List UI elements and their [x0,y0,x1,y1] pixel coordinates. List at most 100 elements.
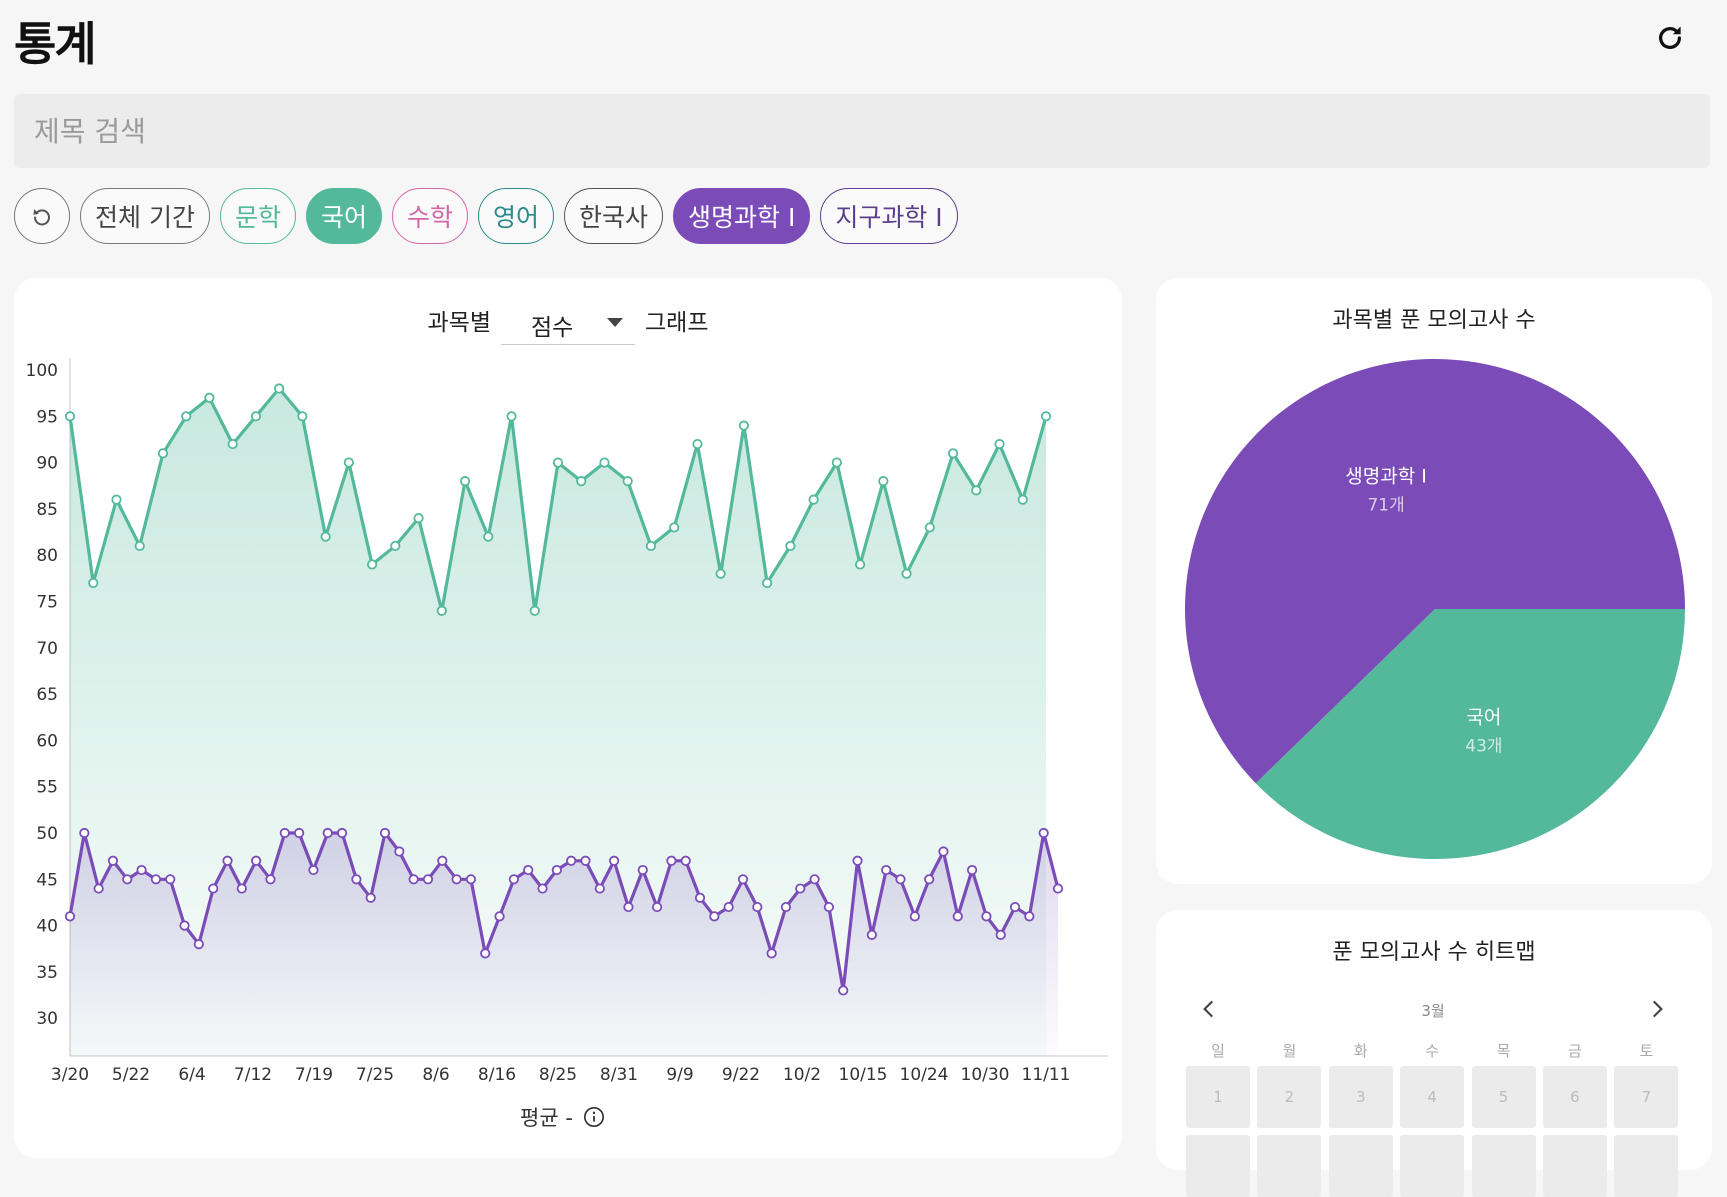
data-point[interactable] [680,855,691,866]
data-point[interactable] [971,485,982,496]
data-point[interactable] [279,827,290,839]
data-point[interactable] [723,901,734,913]
data-point[interactable] [669,522,680,533]
data-point[interactable] [222,855,233,866]
data-point[interactable] [838,985,849,996]
data-point[interactable] [599,457,610,468]
data-point[interactable] [506,411,517,422]
data-point[interactable] [93,883,104,894]
data-point[interactable] [709,911,720,922]
data-point[interactable] [854,559,866,570]
data-point[interactable] [566,855,577,866]
filter-chip-korean-history[interactable]: 한국사 [564,188,664,244]
filter-chip-math[interactable]: 수학 [391,188,468,244]
data-point[interactable] [637,864,648,876]
data-point[interactable] [994,438,1005,450]
data-point[interactable] [766,948,777,959]
data-point[interactable] [179,920,190,931]
heatmap-day-cell[interactable]: 5 [1471,1066,1536,1128]
data-point[interactable] [852,855,863,866]
data-point[interactable] [645,540,657,552]
data-point[interactable] [1017,494,1028,505]
data-point[interactable] [308,864,319,876]
data-point[interactable] [552,457,564,468]
data-point[interactable] [966,864,978,876]
chevron-left-icon[interactable] [1196,996,1222,1022]
heatmap-day-cell[interactable]: 4 [1400,1066,1465,1128]
heatmap-day-cell[interactable] [1186,1135,1250,1197]
data-point[interactable] [715,568,726,579]
data-point[interactable] [623,901,634,913]
data-point[interactable] [995,929,1006,940]
heatmap-day-cell[interactable]: 3 [1328,1066,1393,1128]
data-point[interactable] [181,411,192,422]
data-point[interactable] [88,577,99,589]
data-point[interactable] [451,874,462,885]
data-point[interactable] [878,476,889,487]
heatmap-day-cell[interactable] [1257,1135,1322,1197]
data-point[interactable] [1009,901,1021,913]
data-point[interactable] [737,874,749,885]
filter-chip-korean[interactable]: 국어 [305,188,382,244]
filter-chip-life-science[interactable]: 생명과학 I [673,188,811,244]
data-point[interactable] [208,883,219,894]
data-point[interactable] [594,883,605,894]
data-point[interactable] [831,457,842,468]
heatmap-day-cell[interactable] [1400,1135,1465,1197]
data-point[interactable] [227,438,238,450]
data-point[interactable] [523,864,534,876]
data-point[interactable] [1040,411,1052,422]
filter-chip-period-all[interactable]: 전체 기간 [80,188,210,244]
data-point[interactable] [436,605,447,616]
data-point[interactable] [480,948,491,959]
data-point[interactable] [459,476,471,487]
data-point[interactable] [924,522,935,533]
data-point[interactable] [576,476,587,487]
chevron-right-icon[interactable] [1644,996,1670,1022]
data-point[interactable] [204,392,215,403]
data-point[interactable] [551,864,562,876]
data-point[interactable] [422,874,434,885]
metric-select[interactable]: 점수 [501,300,635,345]
heatmap-day-cell[interactable] [1328,1135,1393,1197]
data-point[interactable] [322,827,333,839]
data-point[interactable] [236,883,247,894]
data-point[interactable] [394,846,405,857]
data-point[interactable] [390,540,401,552]
heatmap-day-cell[interactable]: 1 [1186,1066,1250,1128]
data-point[interactable] [508,874,519,885]
data-point[interactable] [981,911,992,922]
data-point[interactable] [808,494,819,505]
data-point[interactable] [336,827,348,839]
data-point[interactable] [250,411,262,422]
filter-reset-button[interactable] [14,188,70,244]
data-point[interactable] [795,883,806,894]
data-point[interactable] [1038,827,1049,839]
data-point[interactable] [351,874,362,885]
heatmap-day-cell[interactable] [1542,1135,1607,1197]
data-point[interactable] [780,901,792,913]
data-point[interactable] [379,827,391,839]
data-point[interactable] [537,883,548,894]
data-point[interactable] [666,855,677,866]
data-point[interactable] [609,855,620,866]
data-point[interactable] [136,864,147,876]
data-point[interactable] [692,438,703,450]
data-point[interactable] [947,448,959,459]
data-point[interactable] [938,846,949,857]
data-point[interactable] [157,448,169,459]
data-point[interactable] [274,383,285,394]
data-point[interactable] [483,531,494,542]
filter-chip-earth-science[interactable]: 지구과학 I [820,188,958,244]
heatmap-day-cell[interactable]: 6 [1542,1066,1607,1128]
data-point[interactable] [752,901,763,913]
heatmap-day-cell[interactable] [1471,1135,1536,1197]
data-point[interactable] [64,911,76,922]
data-point[interactable] [413,513,424,524]
data-point[interactable] [651,901,663,913]
info-circle-icon[interactable] [583,1106,605,1128]
data-point[interactable] [952,911,963,922]
heatmap-day-cell[interactable] [1614,1135,1679,1197]
data-point[interactable] [694,892,706,903]
data-point[interactable] [111,494,122,505]
